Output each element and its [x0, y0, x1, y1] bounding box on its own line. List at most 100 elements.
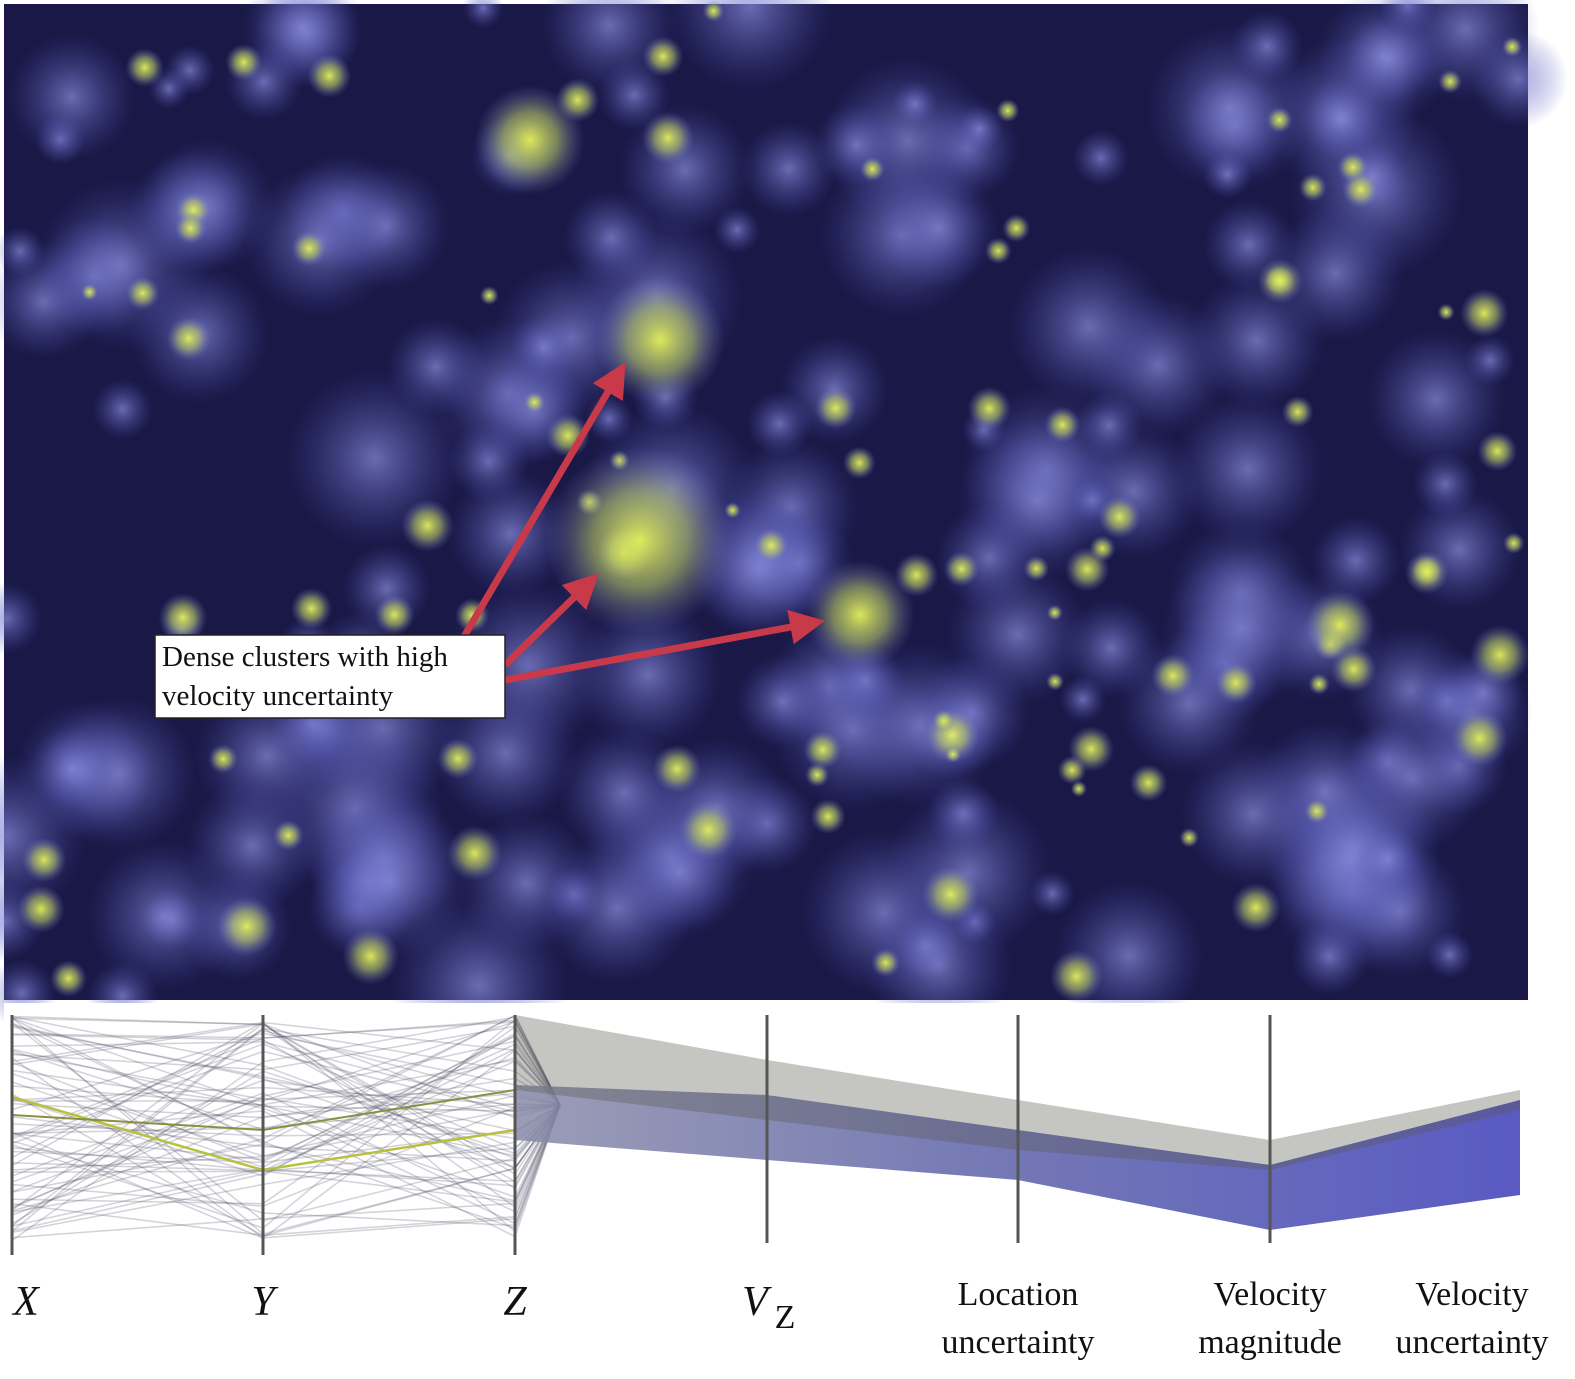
filament [186, 779, 319, 913]
cluster [921, 865, 980, 924]
cluster [1046, 672, 1065, 691]
cluster [702, 0, 725, 22]
cluster [17, 885, 65, 933]
cluster [932, 709, 956, 733]
cluster [273, 819, 304, 851]
data-line [11, 1057, 561, 1239]
cluster [80, 283, 99, 301]
data-line [11, 1104, 561, 1237]
cluster [446, 825, 503, 882]
filament [813, 102, 900, 188]
data-line [11, 1018, 561, 1229]
data-line [11, 1104, 561, 1239]
cluster [814, 387, 857, 430]
cluster [1304, 798, 1330, 824]
cluster [1046, 604, 1063, 621]
filament [1180, 740, 1327, 888]
data-line [11, 1034, 561, 1163]
filament [1202, 149, 1252, 200]
cluster [1151, 653, 1195, 698]
filament [447, 420, 530, 503]
filament [1464, 334, 1516, 386]
data-line [11, 1019, 561, 1138]
cluster [225, 43, 263, 81]
filament [1315, 0, 1453, 125]
filament [540, 0, 678, 94]
filament [509, 313, 578, 382]
cluster [1065, 547, 1110, 592]
data-line [11, 1026, 561, 1227]
filament [29, 726, 114, 812]
filament [713, 205, 761, 254]
annotation-line: velocity uncertainty [162, 680, 394, 712]
data-line [11, 1043, 561, 1161]
data-line [11, 1021, 561, 1233]
cluster [642, 36, 684, 78]
cluster [944, 746, 962, 763]
axis-label: uncertainty [942, 1324, 1095, 1361]
cluster [753, 527, 789, 563]
cluster [1044, 406, 1081, 443]
filament [164, 44, 216, 96]
axis-label: magnitude [1198, 1324, 1342, 1361]
cluster [996, 98, 1020, 123]
filament [891, 80, 938, 128]
cluster [1068, 726, 1115, 772]
cluster [1179, 827, 1199, 848]
cluster [1459, 288, 1509, 338]
data-line [11, 1025, 561, 1205]
arrows [458, 361, 825, 684]
filament [35, 179, 208, 351]
axis-subscript: Z [775, 1299, 796, 1336]
cluster [1002, 214, 1031, 243]
cluster [158, 593, 208, 642]
cluster [125, 48, 165, 87]
filament [541, 832, 693, 985]
filament [955, 105, 1003, 153]
cluster [1023, 555, 1050, 582]
cluster [803, 730, 843, 770]
cluster [50, 959, 87, 997]
cluster [523, 391, 546, 413]
filament [1311, 515, 1401, 606]
filament [573, 600, 723, 750]
cluster [842, 446, 876, 480]
cluster [290, 587, 333, 630]
cluster [1450, 709, 1509, 767]
cluster [1437, 303, 1455, 321]
axis-label: Velocity [1415, 1276, 1528, 1313]
cluster [859, 156, 885, 182]
data-line [11, 1104, 561, 1202]
cluster [307, 53, 352, 98]
cluster [1070, 780, 1088, 798]
cluster [943, 551, 980, 587]
cluster [1129, 764, 1168, 802]
filament [0, 582, 43, 655]
cluster [166, 316, 211, 361]
data-line [11, 1092, 561, 1213]
filament [926, 776, 1001, 851]
data-line [11, 1025, 561, 1106]
cluster [1281, 395, 1314, 428]
filament [1161, 548, 1322, 709]
filament [91, 378, 154, 440]
filament [562, 189, 660, 287]
data-line [11, 1103, 561, 1225]
filament [309, 801, 471, 963]
cluster [1502, 532, 1525, 554]
cluster [1298, 173, 1327, 202]
filament [877, 167, 1000, 289]
cluster [1477, 430, 1518, 472]
filament [7, 33, 136, 162]
cluster [805, 762, 830, 787]
cluster [475, 85, 585, 195]
axis-label: Y [251, 1279, 279, 1325]
data-line [11, 1060, 561, 1172]
axis-label: uncertainty [1396, 1324, 1549, 1361]
parallel-coordinates [10, 1014, 1522, 1255]
cluster [374, 594, 415, 635]
cluster [1405, 550, 1449, 595]
cluster [1308, 673, 1330, 695]
cluster [984, 237, 1012, 265]
